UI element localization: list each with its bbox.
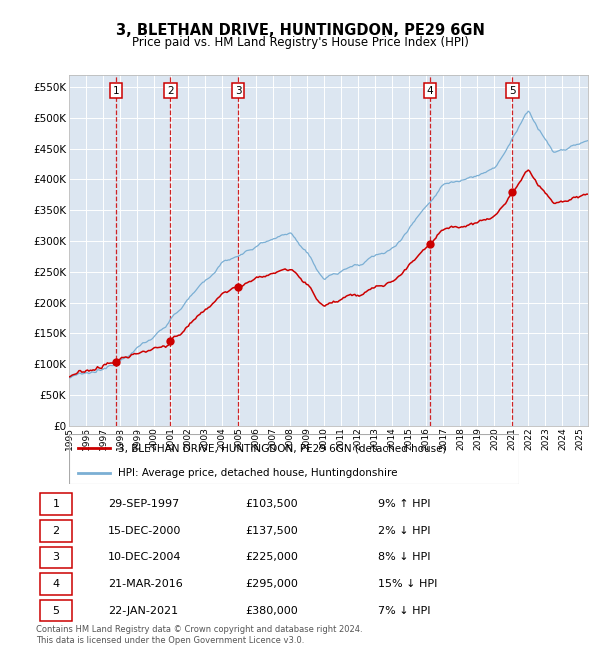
Text: 2: 2 [167, 86, 174, 96]
FancyBboxPatch shape [40, 493, 72, 515]
Text: 8% ↓ HPI: 8% ↓ HPI [378, 552, 431, 562]
Text: Contains HM Land Registry data © Crown copyright and database right 2024.
This d: Contains HM Land Registry data © Crown c… [36, 625, 362, 645]
Text: 4: 4 [427, 86, 433, 96]
Text: £380,000: £380,000 [246, 606, 299, 616]
FancyBboxPatch shape [40, 573, 72, 595]
Text: 5: 5 [52, 606, 59, 616]
Text: £295,000: £295,000 [246, 579, 299, 589]
Text: 9% ↑ HPI: 9% ↑ HPI [378, 499, 431, 509]
Text: Price paid vs. HM Land Registry's House Price Index (HPI): Price paid vs. HM Land Registry's House … [131, 36, 469, 49]
Text: 3, BLETHAN DRIVE, HUNTINGDON, PE29 6GN: 3, BLETHAN DRIVE, HUNTINGDON, PE29 6GN [116, 23, 484, 38]
Text: 5: 5 [509, 86, 516, 96]
FancyBboxPatch shape [40, 547, 72, 568]
FancyBboxPatch shape [40, 600, 72, 621]
Text: 2: 2 [52, 526, 59, 536]
Text: 15% ↓ HPI: 15% ↓ HPI [378, 579, 437, 589]
Text: £103,500: £103,500 [246, 499, 298, 509]
Text: £225,000: £225,000 [246, 552, 299, 562]
Text: 4: 4 [52, 579, 59, 589]
Text: 10-DEC-2004: 10-DEC-2004 [108, 552, 181, 562]
Text: 3: 3 [235, 86, 241, 96]
Text: 22-JAN-2021: 22-JAN-2021 [108, 606, 178, 616]
Text: 1: 1 [112, 86, 119, 96]
Text: 15-DEC-2000: 15-DEC-2000 [108, 526, 181, 536]
Text: 29-SEP-1997: 29-SEP-1997 [108, 499, 179, 509]
Text: HPI: Average price, detached house, Huntingdonshire: HPI: Average price, detached house, Hunt… [119, 468, 398, 478]
Text: 7% ↓ HPI: 7% ↓ HPI [378, 606, 431, 616]
Text: 1: 1 [52, 499, 59, 509]
Text: 3: 3 [52, 552, 59, 562]
Text: 2% ↓ HPI: 2% ↓ HPI [378, 526, 431, 536]
FancyBboxPatch shape [40, 520, 72, 541]
Text: £137,500: £137,500 [246, 526, 299, 536]
Text: 21-MAR-2016: 21-MAR-2016 [108, 579, 182, 589]
Text: 3, BLETHAN DRIVE, HUNTINGDON, PE29 6GN (detached house): 3, BLETHAN DRIVE, HUNTINGDON, PE29 6GN (… [119, 443, 447, 453]
